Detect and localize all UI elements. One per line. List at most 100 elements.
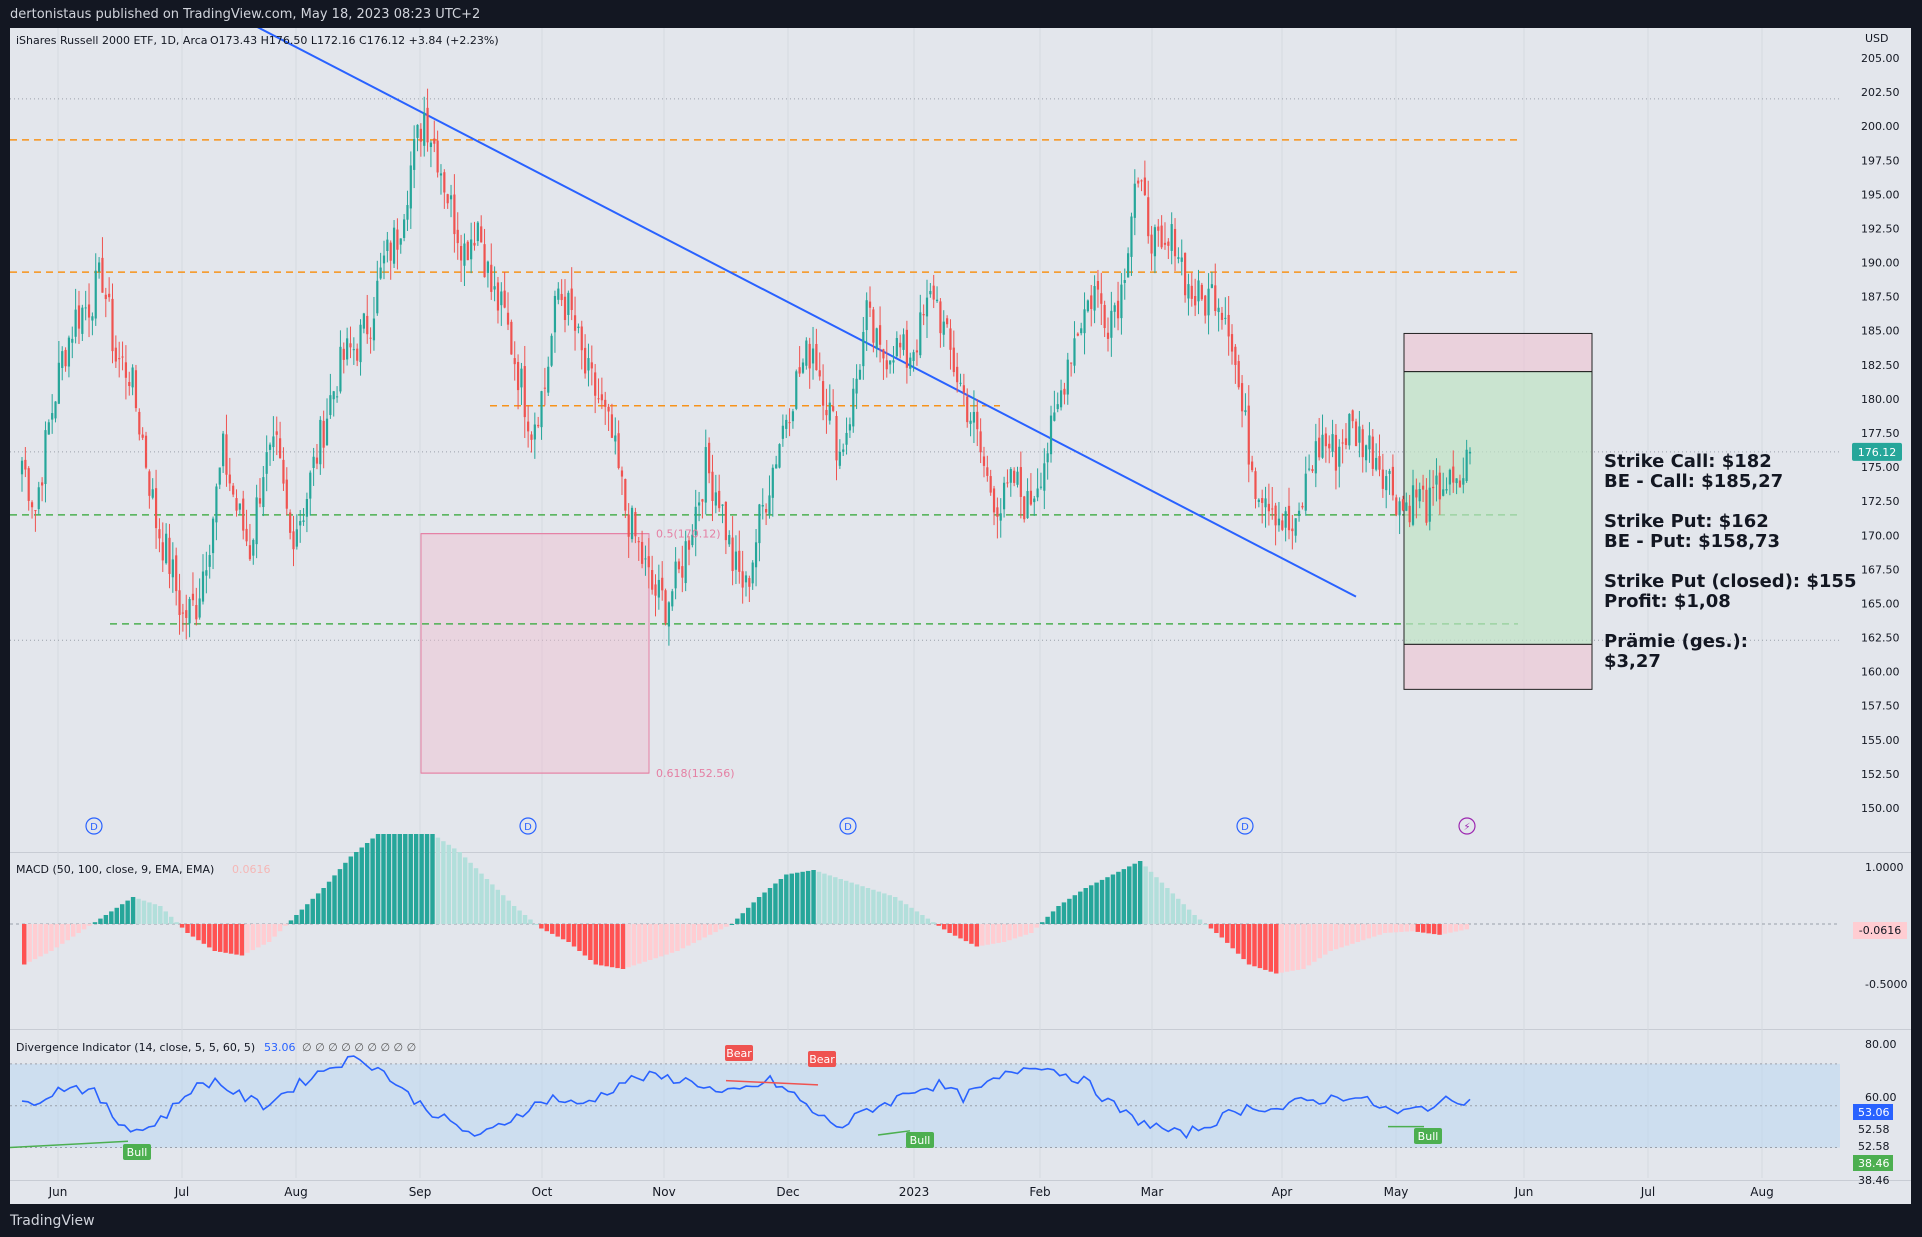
candle-body	[791, 411, 795, 422]
candle-body	[215, 486, 218, 523]
candle-body	[627, 514, 630, 537]
macd-bar	[1219, 924, 1225, 938]
candle-body	[1264, 498, 1267, 508]
dividend-marker[interactable]	[839, 817, 857, 835]
candle-body	[768, 495, 771, 515]
macd-bar	[27, 924, 32, 962]
macd-bar	[931, 922, 936, 924]
candle-body	[218, 467, 221, 485]
bull-divergence-line	[877, 1130, 911, 1136]
candle-body	[1033, 498, 1036, 503]
candle-body	[1063, 388, 1066, 395]
macd-bar	[827, 875, 833, 924]
candle-body	[684, 541, 687, 584]
macd-bar	[283, 924, 288, 926]
candle-body	[553, 295, 557, 333]
candle-body	[349, 343, 352, 348]
macd-bar	[1241, 924, 1246, 960]
candle-body	[71, 338, 74, 343]
candle-body	[319, 419, 322, 465]
macd-bar	[1333, 924, 1339, 950]
macd-bar	[1110, 874, 1116, 924]
macd-bar	[315, 893, 321, 924]
candle-body	[1083, 309, 1086, 334]
osc-value-label: 52.58	[1858, 1140, 1890, 1153]
candle-body	[208, 555, 211, 567]
candle-body	[346, 338, 349, 360]
candle-body	[1080, 328, 1083, 334]
candle-body	[1106, 332, 1110, 339]
candle-body	[664, 590, 667, 624]
macd-bar	[473, 868, 479, 924]
macd-bar	[1225, 924, 1230, 943]
candle-body	[1029, 490, 1033, 505]
candle-body	[949, 328, 952, 350]
candle-body	[1053, 412, 1056, 421]
candle-body	[1070, 362, 1073, 364]
macd-bar	[1165, 888, 1170, 924]
candle-body	[84, 307, 87, 309]
earnings-marker[interactable]	[1458, 817, 1476, 835]
macd-bar	[1257, 924, 1263, 969]
candle-body	[205, 570, 208, 576]
candle-body	[570, 288, 573, 311]
candle-body	[108, 293, 111, 298]
macd-bar	[490, 884, 495, 924]
candle-body	[835, 415, 838, 461]
candle-body	[1425, 489, 1428, 523]
candle-body	[1381, 469, 1384, 489]
candle-body	[530, 434, 533, 440]
macd-bar	[653, 924, 658, 959]
divergence-tag-label: Bull	[1418, 1130, 1439, 1143]
tradingview-logo[interactable]: TradingView	[10, 1213, 95, 1229]
candle-body	[996, 507, 999, 517]
macd-bar	[909, 907, 914, 924]
chart-svg[interactable]: Bull Bear Bear Bull Bull 205.00 202.50 200.00 1…	[9, 9, 1911, 1204]
candle-body	[1130, 216, 1133, 257]
chart-area[interactable]: Bull Bear Bear Bull Bull 205.00 202.50 200.00 1…	[9, 9, 1911, 1204]
macd-bar	[658, 924, 664, 957]
macd-bar	[941, 924, 947, 930]
price-axis-tick: 197.50	[1861, 154, 1900, 167]
macd-bar	[408, 834, 413, 924]
candle-body	[1167, 241, 1170, 246]
candle-body	[889, 360, 892, 365]
candle-body	[1428, 487, 1431, 522]
price-axis-tick: 155.00	[1861, 734, 1900, 747]
x-axis-month: Jul	[174, 1185, 189, 1199]
macd-bar	[675, 924, 680, 951]
candle-body	[818, 370, 821, 377]
candle-body	[178, 590, 181, 615]
macd-bar	[1448, 924, 1453, 933]
macd-bar	[1072, 895, 1078, 924]
candle-body	[815, 343, 818, 371]
macd-bar	[620, 924, 626, 969]
candle-body	[30, 502, 34, 508]
x-axis-month: Aug	[284, 1185, 307, 1199]
candle-body	[57, 362, 60, 404]
macd-bar	[1132, 863, 1137, 924]
candle-body	[687, 540, 691, 550]
candle-body	[1137, 180, 1140, 184]
candle-body	[630, 507, 634, 540]
dividend-marker[interactable]	[85, 817, 103, 835]
candle-body	[1207, 288, 1210, 316]
macd-bar	[533, 924, 539, 925]
macd-bar	[544, 924, 550, 932]
candle-body	[1073, 338, 1076, 366]
candle-body	[61, 351, 64, 368]
dividend-marker[interactable]	[519, 817, 537, 835]
candle-body	[587, 358, 590, 371]
price-axis-tick: 162.50	[1861, 632, 1900, 645]
candle-body	[97, 262, 101, 272]
candle-body	[409, 165, 412, 209]
dividend-marker[interactable]	[1236, 817, 1254, 835]
x-axis-month: Dec	[776, 1185, 799, 1199]
macd-bar	[1382, 924, 1388, 933]
osc-empty-values: ∅ ∅ ∅ ∅ ∅ ∅ ∅ ∅ ∅	[302, 1041, 416, 1054]
candle-body	[165, 533, 168, 564]
footer-bar: TradingView	[0, 1204, 1922, 1237]
macd-bar	[702, 924, 707, 938]
candle-body	[211, 518, 215, 554]
candle-body	[929, 290, 932, 295]
